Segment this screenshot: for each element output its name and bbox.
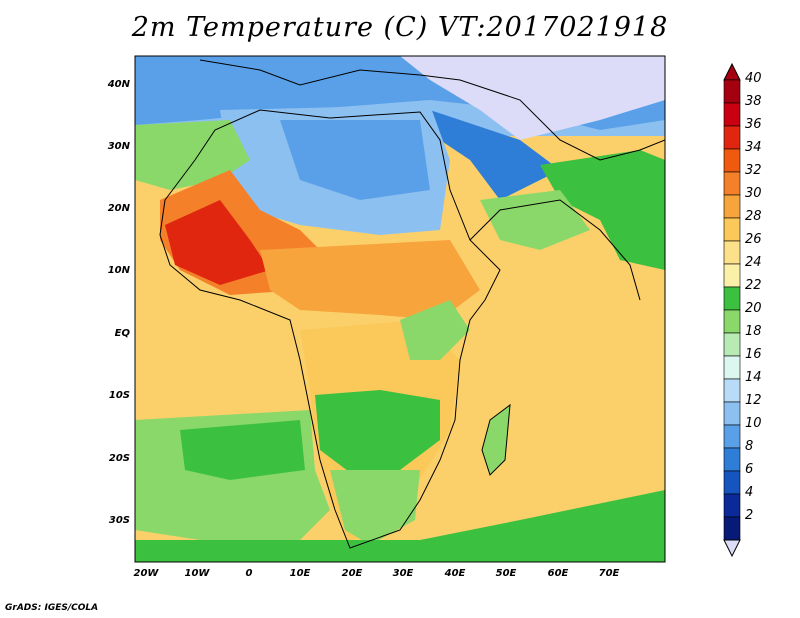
colorbar-tick-label: 26: [745, 232, 762, 247]
colorbar-swatch: [723, 102, 741, 127]
colorbar-swatch: [723, 148, 741, 173]
colorbar-tick-label: 20: [745, 301, 762, 316]
colorbar-swatch: [723, 309, 741, 334]
west-africa-hot: [165, 200, 270, 285]
colorbar-swatch: [723, 125, 741, 150]
colorbar-swatch: [723, 516, 741, 541]
lon-label-40e: 40E: [444, 568, 466, 579]
colorbar-tick-label: 6: [745, 462, 754, 477]
map-title: 2m Temperature (C) VT:2017021918: [131, 12, 669, 43]
colorbar-swatch: [723, 401, 741, 426]
colorbar-tick-label: 14: [745, 370, 762, 385]
lat-label-10s: 10S: [108, 390, 130, 401]
colorbar-swatch: [723, 470, 741, 495]
colorbar: [723, 62, 741, 558]
lon-label-20w: 20W: [133, 568, 159, 579]
colorbar-tick-label: 22: [745, 278, 762, 293]
south-africa-green: [330, 470, 420, 545]
colorbar-under-arrow: [723, 539, 741, 558]
colorbar-tick-label: 24: [745, 255, 762, 270]
lon-label-30e: 30E: [392, 568, 414, 579]
lon-label-60e: 60E: [547, 568, 569, 579]
colorbar-swatch: [723, 424, 741, 449]
asia-cold: [400, 56, 665, 140]
temperature-field: [135, 56, 665, 562]
atlantic-green-patch: [180, 420, 305, 480]
colorbar-swatch: [723, 217, 741, 242]
colorbar-tick-label: 34: [745, 140, 762, 155]
east-africa-green: [400, 300, 470, 360]
colorbar-swatch: [723, 171, 741, 196]
lon-label-50e: 50E: [495, 568, 517, 579]
colorbar-swatch: [723, 493, 741, 518]
colorbar-swatch: [723, 286, 741, 311]
lon-label-0: 0: [245, 568, 253, 579]
lat-label-eq: EQ: [114, 328, 130, 339]
colorbar-swatch: [723, 355, 741, 380]
southern-africa-green: [315, 390, 440, 480]
colorbar-tick-label: 18: [745, 324, 762, 339]
colorbar-swatch: [723, 263, 741, 288]
sahel-warm: [260, 240, 480, 320]
lon-label-70e: 70E: [598, 568, 620, 579]
colorbar-tick-label: 8: [745, 439, 754, 454]
colorbar-swatch: [723, 332, 741, 357]
africa-coastline: [159, 109, 501, 549]
madagascar: [482, 405, 510, 475]
colorbar-swatch: [723, 79, 741, 104]
colorbar-tick-label: 4: [745, 485, 754, 500]
arabia-green: [480, 190, 590, 250]
sahara-cooler: [280, 120, 430, 200]
credit-text: GrADS: IGES/COLA: [5, 603, 99, 613]
colorbar-tick-label: 10: [745, 416, 762, 431]
lat-label-30n: 30N: [107, 141, 130, 152]
europe-asia-coastline: [199, 59, 665, 161]
lon-label-10e: 10E: [289, 568, 311, 579]
madagascar-coastline: [481, 403, 511, 476]
colorbar-tick-label: 38: [745, 94, 762, 109]
southern-ocean-cool: [135, 490, 665, 562]
colorbar-tick-label: 2: [745, 508, 754, 523]
colorbar-tick-label: 28: [745, 209, 762, 224]
arabia-india-coastline: [469, 199, 641, 301]
lat-label-20n: 20N: [107, 203, 130, 214]
lat-label-10n: 10N: [107, 265, 130, 276]
lat-label-20s: 20S: [108, 453, 130, 464]
lon-label-10w: 10W: [184, 568, 210, 579]
nw-africa-green: [135, 120, 250, 190]
colorbar-tick-label: 30: [745, 186, 762, 201]
india-green: [540, 150, 665, 270]
middle-east-cold: [430, 110, 560, 200]
colorbar-tick-label: 36: [745, 117, 762, 132]
lon-label-20e: 20E: [341, 568, 363, 579]
colorbar-tick-label: 32: [745, 163, 762, 178]
map-frame: [134, 55, 666, 563]
colorbar-tick-label: 16: [745, 347, 762, 362]
colorbar-tick-label: 40: [745, 71, 762, 86]
colorbar-swatch: [723, 240, 741, 265]
colorbar-swatch: [723, 194, 741, 219]
lat-label-40n: 40N: [107, 79, 130, 90]
colorbar-over-arrow: [723, 62, 741, 81]
lat-label-30s: 30S: [108, 515, 130, 526]
colorbar-swatch: [723, 447, 741, 472]
colorbar-tick-label: 12: [745, 393, 762, 408]
colorbar-swatch: [723, 378, 741, 403]
